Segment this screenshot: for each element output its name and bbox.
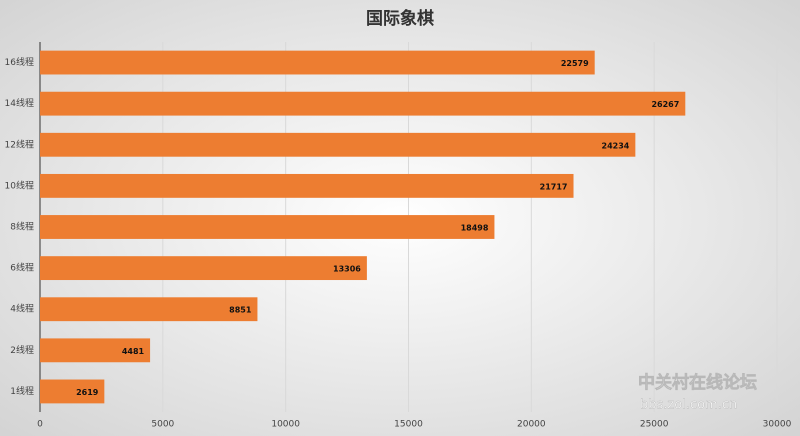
- x-tick-label: 25000: [640, 420, 669, 430]
- data-label: 26267: [651, 100, 679, 109]
- watermark-url: bbs.zol.com.cn: [640, 398, 737, 413]
- y-tick-label: 6线程: [10, 262, 34, 274]
- y-tick-label: 10线程: [5, 179, 34, 191]
- bar: [40, 297, 258, 322]
- y-tick-label: 8线程: [10, 221, 34, 233]
- plot-area: 0 5000 10000 15000 20000 25000 30000 1线程 2619 2线程…: [5, 42, 792, 430]
- y-tick-label: 4线程: [10, 303, 34, 315]
- chart-title: 国际象棋: [366, 8, 434, 29]
- y-tick-label: 1线程: [10, 385, 34, 397]
- bar: [40, 215, 495, 239]
- watermark-title: 中关村在线论坛: [638, 372, 757, 393]
- x-tick-label: 0: [37, 420, 43, 430]
- data-label: 18498: [461, 224, 489, 233]
- bar: [40, 132, 636, 157]
- data-label: 4481: [122, 347, 145, 356]
- x-tick-label: 10000: [271, 420, 300, 430]
- x-tick-label: 20000: [517, 420, 546, 430]
- bar: [40, 256, 367, 281]
- bar: [40, 379, 105, 404]
- data-label: 22579: [561, 59, 589, 68]
- data-label: 13306: [333, 265, 361, 274]
- y-tick-label: 16线程: [5, 56, 34, 68]
- data-label: 8851: [229, 306, 252, 315]
- bar: [40, 91, 686, 116]
- y-tick-label: 14线程: [5, 97, 34, 109]
- y-tick-label: 12线程: [5, 138, 34, 150]
- data-label: 2619: [76, 388, 99, 397]
- y-tick-label: 2线程: [10, 344, 34, 356]
- data-label: 21717: [540, 182, 568, 191]
- x-tick-label: 15000: [394, 420, 423, 430]
- bar: [40, 338, 151, 363]
- data-label: 24234: [602, 141, 630, 150]
- x-tick-label: 5000: [151, 420, 174, 430]
- bar: [40, 50, 595, 75]
- bar: [40, 173, 574, 198]
- x-tick-label: 30000: [763, 420, 792, 430]
